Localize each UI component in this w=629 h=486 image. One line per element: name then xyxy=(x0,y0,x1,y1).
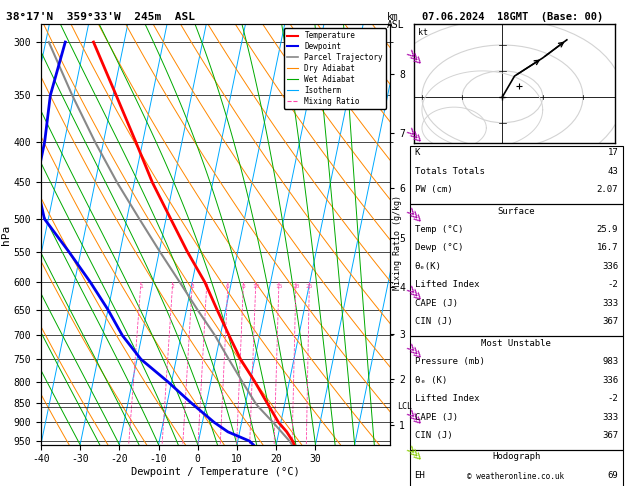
Text: Lifted Index: Lifted Index xyxy=(415,280,479,290)
X-axis label: Dewpoint / Temperature (°C): Dewpoint / Temperature (°C) xyxy=(131,467,300,477)
Text: ⋙: ⋙ xyxy=(401,283,423,305)
Text: ⋙: ⋙ xyxy=(401,342,423,363)
Text: 2.07: 2.07 xyxy=(597,185,618,194)
Text: Totals Totals: Totals Totals xyxy=(415,167,484,176)
Text: LCL: LCL xyxy=(397,402,412,411)
Text: 983: 983 xyxy=(602,357,618,366)
Text: 336: 336 xyxy=(602,262,618,271)
Text: 333: 333 xyxy=(602,413,618,422)
Text: km: km xyxy=(387,12,399,22)
Text: Surface: Surface xyxy=(498,207,535,216)
Text: EH: EH xyxy=(415,471,425,480)
Text: 333: 333 xyxy=(602,299,618,308)
Text: Mixing Ratio (g/kg): Mixing Ratio (g/kg) xyxy=(393,195,402,291)
Text: -2: -2 xyxy=(608,280,618,290)
Text: θₑ (K): θₑ (K) xyxy=(415,376,447,385)
Text: 367: 367 xyxy=(602,431,618,440)
Text: 336: 336 xyxy=(602,376,618,385)
Text: 17: 17 xyxy=(608,148,618,157)
Text: ⋙: ⋙ xyxy=(401,206,423,227)
Text: Temp (°C): Temp (°C) xyxy=(415,225,463,234)
Text: 43: 43 xyxy=(608,167,618,176)
Text: 15: 15 xyxy=(276,284,282,289)
Text: Pressure (mb): Pressure (mb) xyxy=(415,357,484,366)
Text: 3: 3 xyxy=(191,284,194,289)
Text: 38°17'N  359°33'W  245m  ASL: 38°17'N 359°33'W 245m ASL xyxy=(6,12,195,22)
Text: CAPE (J): CAPE (J) xyxy=(415,299,457,308)
Text: 20: 20 xyxy=(292,284,299,289)
Text: 2: 2 xyxy=(171,284,175,289)
Text: Lifted Index: Lifted Index xyxy=(415,394,479,403)
Text: CIN (J): CIN (J) xyxy=(415,317,452,327)
Text: ⋙: ⋙ xyxy=(401,125,423,147)
Text: 07.06.2024  18GMT  (Base: 00): 07.06.2024 18GMT (Base: 00) xyxy=(422,12,603,22)
Text: CAPE (J): CAPE (J) xyxy=(415,413,457,422)
Y-axis label: hPa: hPa xyxy=(1,225,11,244)
Text: θₑ(K): θₑ(K) xyxy=(415,262,442,271)
Text: 10: 10 xyxy=(252,284,260,289)
Text: Most Unstable: Most Unstable xyxy=(481,339,552,348)
Legend: Temperature, Dewpoint, Parcel Trajectory, Dry Adiabat, Wet Adiabat, Isotherm, Mi: Temperature, Dewpoint, Parcel Trajectory… xyxy=(284,28,386,109)
Text: 16.7: 16.7 xyxy=(597,243,618,253)
Text: Hodograph: Hodograph xyxy=(493,452,540,462)
Text: PW (cm): PW (cm) xyxy=(415,185,452,194)
Text: ⋙: ⋙ xyxy=(401,444,423,465)
Text: 69: 69 xyxy=(608,471,618,480)
Text: K: K xyxy=(415,148,420,157)
Text: 6: 6 xyxy=(226,284,230,289)
Text: ⋙: ⋙ xyxy=(401,407,423,429)
Text: © weatheronline.co.uk: © weatheronline.co.uk xyxy=(467,472,564,481)
Text: 25.9: 25.9 xyxy=(597,225,618,234)
Text: 1: 1 xyxy=(139,284,143,289)
Text: 367: 367 xyxy=(602,317,618,327)
Text: ASL: ASL xyxy=(387,20,404,31)
Text: -2: -2 xyxy=(608,394,618,403)
Text: CIN (J): CIN (J) xyxy=(415,431,452,440)
Text: 8: 8 xyxy=(242,284,245,289)
Text: ⋙: ⋙ xyxy=(401,48,423,69)
Text: 25: 25 xyxy=(306,284,313,289)
Text: 4: 4 xyxy=(205,284,209,289)
Text: Dewp (°C): Dewp (°C) xyxy=(415,243,463,253)
Text: kt: kt xyxy=(418,28,428,37)
